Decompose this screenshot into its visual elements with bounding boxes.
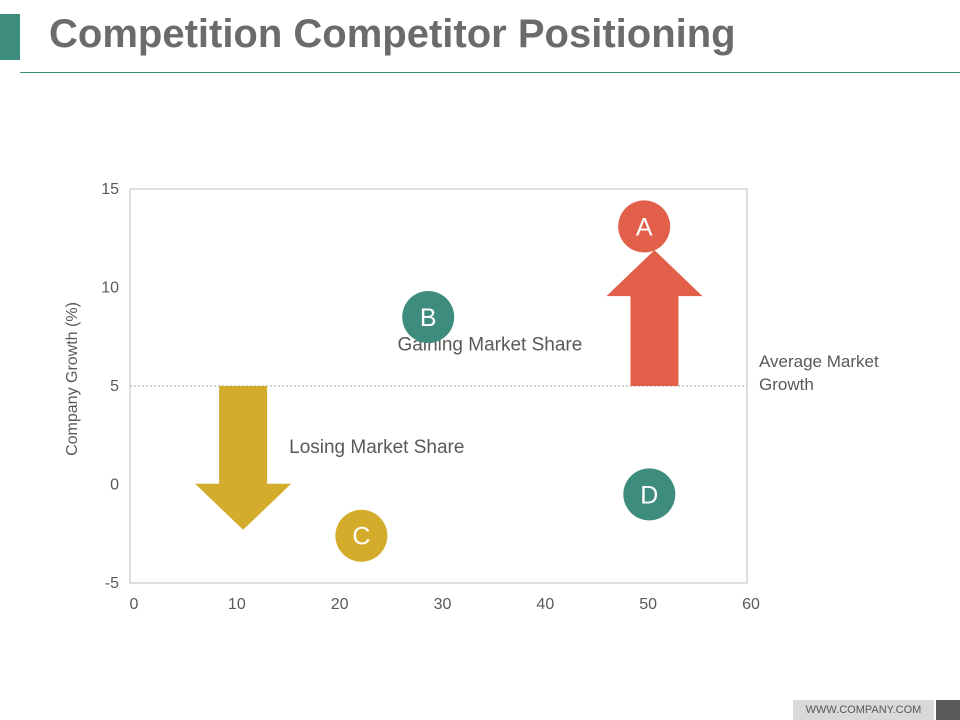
footer-block [936,700,960,720]
y-tick-label: 0 [110,477,119,494]
losing-arrow [195,386,292,530]
point-b [402,291,455,344]
x-tick-label: 20 [331,596,349,613]
y-axis-title: Company Growth (%) [64,302,81,456]
x-tick-label: 10 [228,596,246,613]
point-a [618,200,671,253]
y-tick-label: 10 [101,280,119,297]
y-tick-label: 5 [110,378,119,395]
footer-url: WWW.COMPANY.COM [793,700,934,720]
point-label-d: D [640,481,658,509]
point-label-a: A [636,213,653,241]
x-tick-label: 60 [742,596,760,613]
average-growth-label-line2: Growth [759,375,814,394]
title-divider [20,72,960,73]
y-tick-label: -5 [105,575,119,592]
x-tick-label: 40 [536,596,554,613]
gaining-arrow [606,250,703,386]
annotation-label-1: Gaining Market Share [398,335,583,356]
page-title: Competition Competitor Positioning [49,12,736,56]
x-tick-label: 0 [130,596,139,613]
average-growth-label-line1: Average Market [759,352,879,371]
point-label-b: B [420,304,437,332]
x-tick-label: 50 [639,596,657,613]
point-c [335,509,388,562]
x-tick-label: 30 [434,596,452,613]
annotation-label-2: Losing Market Share [289,437,464,458]
point-d [623,468,676,521]
y-tick-label: 15 [101,181,119,198]
title-accent-bar [0,14,20,60]
point-label-c: C [352,523,370,551]
